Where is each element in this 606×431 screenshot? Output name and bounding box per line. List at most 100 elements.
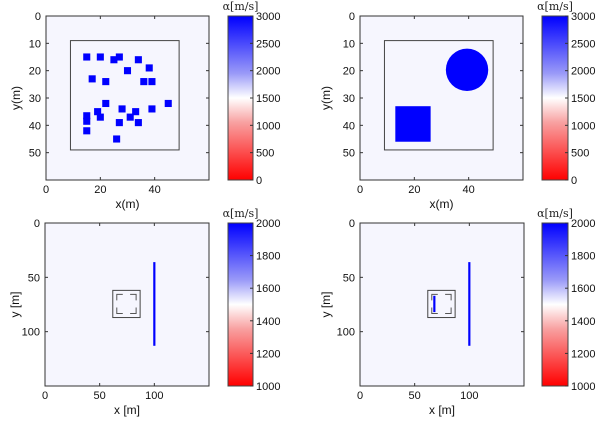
y-axis-label: y [m] (8, 292, 22, 318)
inclusion-rect (153, 262, 156, 346)
y-tick-label: 0 (349, 218, 355, 230)
x-axis-label: x(m) (116, 197, 140, 211)
inclusion-square (148, 78, 156, 86)
x-tick-label: 100 (145, 390, 163, 402)
colorbar-tick-label: 2000 (571, 66, 595, 78)
colorbar-tick-label: 1200 (571, 348, 595, 360)
colorbar (227, 222, 254, 387)
colorbar-tick-label: 0 (571, 175, 577, 187)
inclusion-rect (468, 262, 471, 346)
inclusion-square (148, 105, 156, 113)
colorbar (541, 15, 569, 181)
inclusion-square (140, 78, 148, 86)
x-tick-label: 0 (43, 184, 49, 196)
y-tick-label: 30 (29, 93, 41, 105)
colorbar (541, 222, 569, 387)
plot-frame (359, 222, 525, 387)
inclusion-square (113, 135, 121, 143)
y-tick-label: 100 (22, 327, 40, 339)
y-tick-label: 100 (337, 327, 355, 339)
x-tick-label: 40 (149, 184, 161, 196)
inclusion-square (118, 105, 126, 113)
y-tick-label: 10 (343, 38, 355, 50)
y-axis-label: y [m] (319, 292, 333, 318)
y-tick-label: 0 (34, 218, 40, 230)
region-box (383, 40, 494, 151)
colorbar-tick-label: 1600 (571, 283, 595, 295)
y-tick-label: 50 (343, 272, 355, 284)
colorbar-tick-label: 500 (256, 148, 274, 160)
inclusion-square (83, 112, 91, 120)
colorbar-tick-label: 3000 (571, 11, 595, 23)
x-tick-label: 20 (408, 184, 420, 196)
y-tick-label: 50 (343, 148, 355, 160)
colorbar-tick-label: 1800 (256, 251, 280, 263)
x-axis-label: x(m) (430, 197, 454, 211)
x-axis-label: x [m] (429, 403, 455, 417)
inclusion-square (115, 53, 123, 61)
colorbar-tick-label: 1800 (571, 251, 595, 263)
x-axis-label: x [m] (114, 403, 140, 417)
inclusion-rect (395, 106, 431, 142)
inclusion-square (164, 99, 172, 108)
inclusion-square (145, 64, 153, 72)
colorbar-tick-label: 3000 (256, 11, 280, 23)
y-tick-label: 30 (343, 93, 355, 105)
colorbar-tick-label: 2000 (256, 66, 280, 78)
inclusion-square (102, 78, 110, 86)
colorbar-tick-label: 1400 (256, 316, 280, 328)
colorbar-tick-label: 2000 (256, 218, 280, 230)
colorbar-label: α[m/s] (537, 207, 573, 220)
inclusion-rect (433, 295, 436, 313)
colorbar-tick-label: 1000 (256, 120, 280, 132)
plot-background (46, 16, 209, 180)
y-tick-label: 50 (29, 148, 41, 160)
region-box (427, 289, 456, 319)
inclusion-square (115, 119, 123, 127)
x-tick-label: 50 (409, 390, 421, 402)
inclusion-circle (445, 48, 489, 92)
inclusion-square (126, 113, 134, 121)
colorbar-tick-label: 1500 (256, 93, 280, 105)
panel-1: 0 20 40 0 10 20 30 40 50 x(m) y(m) 3000 2500 2000 1500… (9, 0, 280, 211)
x-tick-label: 0 (357, 390, 363, 402)
x-tick-label: 100 (460, 390, 478, 402)
y-tick-label: 20 (29, 66, 41, 78)
colorbar-tick-label: 1000 (571, 120, 595, 132)
colorbar-tick-label: 2500 (571, 38, 595, 50)
inclusion-square (96, 113, 104, 121)
inclusion-square (123, 67, 132, 75)
inclusion-square (83, 127, 91, 135)
colorbar-tick-label: 1500 (571, 93, 595, 105)
region-box (112, 289, 141, 319)
inclusion-square (110, 56, 118, 64)
plot-background (360, 16, 523, 180)
inclusion-square (88, 75, 96, 83)
inclusion-square (83, 53, 91, 61)
colorbar-tick-label: 1600 (256, 283, 280, 295)
corner-brackets (431, 293, 452, 315)
colorbar-label: α[m/s] (223, 207, 259, 220)
x-tick-label: 50 (94, 390, 106, 402)
colorbar-tick-label: 1400 (571, 316, 595, 328)
plot-background (360, 223, 524, 386)
inclusion-square (102, 99, 110, 108)
y-tick-label: 0 (349, 11, 355, 23)
colorbar-tick-label: 1000 (256, 381, 280, 393)
y-tick-label: 20 (343, 66, 355, 78)
inclusion-square (132, 108, 140, 116)
y-tick-label: 40 (343, 120, 355, 132)
x-tick-label: 0 (42, 390, 48, 402)
colorbar-tick-label: 2500 (256, 38, 280, 50)
corner-brackets (116, 293, 137, 315)
inclusion-square (134, 56, 142, 64)
inclusion-square (96, 53, 104, 61)
inclusion-square (134, 119, 142, 127)
y-tick-label: 10 (29, 38, 41, 50)
colorbar-label: α[m/s] (537, 0, 573, 13)
colorbar-label: α[m/s] (223, 0, 259, 13)
panel-2: 0 20 40 0 10 20 30 40 50 x(m) y(m) 3000 2500 2000 1500… (319, 0, 595, 211)
colorbar-tick-label: 1000 (571, 381, 595, 393)
